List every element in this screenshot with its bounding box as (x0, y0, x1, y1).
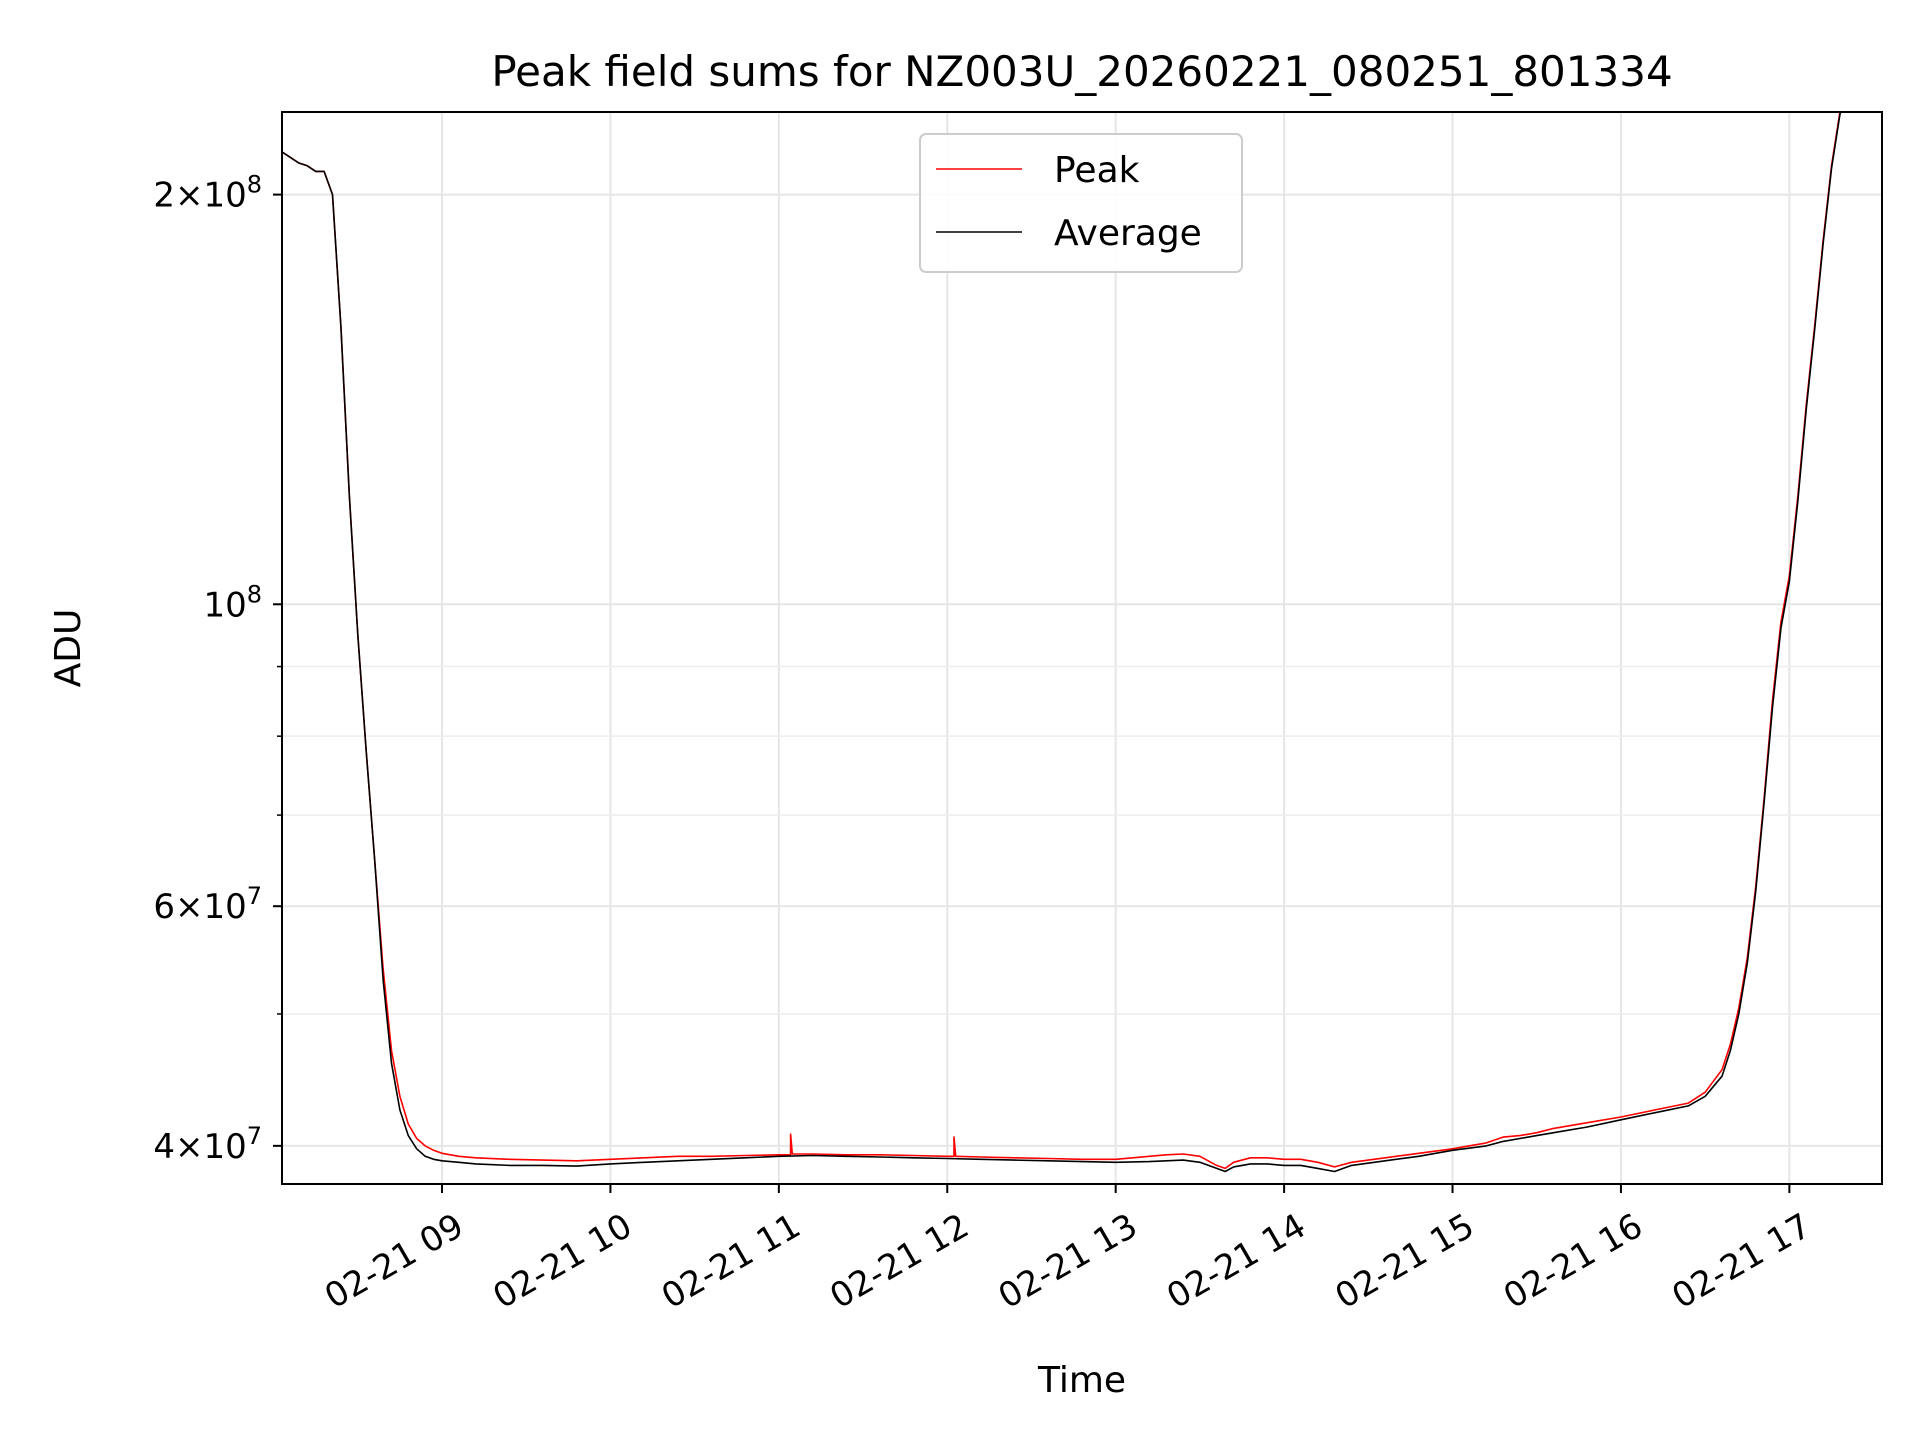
series-line-average (282, 112, 1842, 1173)
y-tick-label: 4×107 (153, 1122, 262, 1167)
legend: Peak Average (919, 133, 1243, 273)
legend-peak-label: Peak (1054, 150, 1140, 191)
series-layer (282, 112, 1842, 1173)
series-line-peak (282, 112, 1841, 1170)
x-tick-label: 02-21 12 (823, 1206, 975, 1317)
x-tick-label: 02-21 14 (1160, 1206, 1312, 1317)
x-tick-label: 02-21 17 (1665, 1206, 1817, 1317)
x-tick-label: 02-21 11 (655, 1206, 807, 1317)
x-axis-label: Time (1037, 1360, 1126, 1401)
x-tick-label: 02-21 16 (1497, 1206, 1649, 1317)
y-tick-label: 6×107 (153, 882, 262, 927)
y-axis-label: ADU (48, 609, 89, 688)
x-tick-label: 02-21 09 (318, 1206, 470, 1317)
x-tick-label: 02-21 10 (487, 1206, 639, 1317)
plot-frame (281, 111, 1883, 1185)
x-tick-label: 02-21 13 (992, 1206, 1144, 1317)
chart-title: Peak field sums for NZ003U_20260221_0802… (491, 47, 1672, 96)
y-tick-label: 108 (203, 580, 262, 625)
legend-average-label: Average (1054, 213, 1202, 254)
x-tick-label: 02-21 15 (1329, 1206, 1481, 1317)
y-tick-label: 2×108 (153, 171, 262, 216)
